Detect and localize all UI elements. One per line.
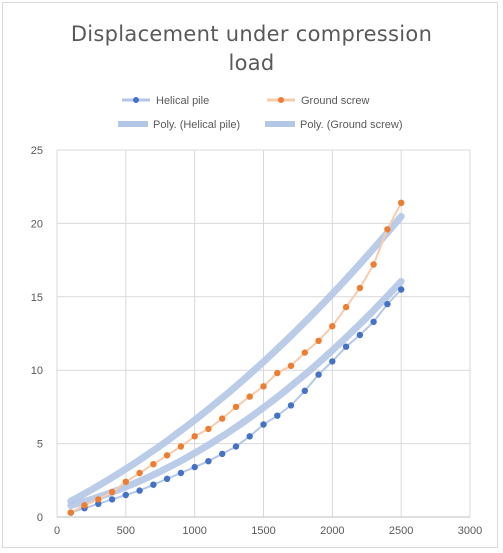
data-point-0-13: [246, 433, 253, 440]
legend-label-helical-pile: Helical pile: [156, 95, 209, 107]
data-point-1-6: [150, 461, 157, 468]
axes: 0 500 1000 1500 2000 2500 3000 0 5 10 15 20 25: [31, 145, 482, 537]
trendlines: [67, 212, 405, 509]
y-tick-label-0: 0: [37, 512, 43, 524]
data-point-0-14: [260, 421, 267, 428]
data-point-0-20: [342, 343, 350, 350]
data-point-1-10: [205, 425, 212, 433]
data-point-0-11: [219, 450, 226, 458]
data-point-1-24: [398, 199, 405, 206]
x-tick-label-2500: 2500: [389, 525, 413, 537]
legend-label-poly-helical: Poly. (Helical pile): [153, 119, 240, 131]
data-point-1-13: [246, 393, 253, 400]
data-point-0-6: [150, 481, 157, 488]
data-point-0-21: [356, 331, 364, 339]
data-point-0-15: [274, 412, 281, 419]
x-tick-label-3000: 3000: [458, 525, 482, 537]
data-point-1-17: [301, 349, 308, 356]
legend-item-poly-ground: Poly. (Ground screw): [265, 119, 403, 131]
data-point-0-3: [108, 496, 116, 503]
series-line-1: [70, 202, 403, 514]
data-point-1-0: [67, 509, 75, 516]
chart-title: Displacement under compression load: [0, 20, 503, 78]
x-tick-label-500: 500: [117, 525, 135, 537]
data-point-0-10: [205, 458, 212, 465]
x-tick-label-1000: 1000: [182, 525, 206, 537]
data-point-1-22: [370, 261, 377, 268]
data-point-1-7: [163, 452, 171, 459]
data-point-1-16: [287, 362, 295, 369]
data-point-0-23: [384, 300, 391, 308]
series-line-0: [70, 288, 402, 514]
data-point-0-2: [95, 500, 102, 507]
x-tick-label-2000: 2000: [320, 525, 344, 537]
data-point-1-15: [274, 369, 281, 377]
data-point-0-4: [122, 491, 129, 499]
data-point-0-17: [301, 387, 308, 394]
data-point-0-19: [329, 358, 336, 365]
data-point-1-4: [122, 478, 129, 485]
legend-item-ground-screw: Ground screw: [267, 95, 370, 107]
data-point-1-19: [329, 323, 336, 330]
data-point-1-1: [81, 502, 88, 509]
data-point-0-7: [163, 475, 171, 482]
legend-item-poly-helical: Poly. (Helical pile): [118, 119, 240, 131]
data-point-1-23: [384, 226, 391, 233]
y-tick-label-20: 20: [31, 218, 43, 230]
data-point-1-5: [136, 469, 143, 477]
data-point-1-11: [219, 415, 226, 422]
data-marks: [67, 199, 405, 516]
data-point-1-18: [315, 337, 322, 344]
data-point-0-8: [177, 469, 185, 477]
data-point-0-5: [136, 487, 143, 494]
data-point-1-21: [356, 284, 364, 292]
y-tick-label-15: 15: [31, 292, 43, 304]
data-point-1-9: [191, 433, 198, 440]
data-point-1-3: [108, 488, 116, 496]
data-point-0-12: [232, 443, 240, 450]
legend: Helical pile Ground screw Poly. (Helical…: [118, 95, 403, 131]
x-tick-label-0: 0: [54, 525, 60, 537]
chart-title-line-1: Displacement under compression: [70, 22, 433, 46]
chart-title-line-2: load: [228, 51, 275, 75]
trendline-0: [67, 277, 405, 509]
data-point-1-20: [342, 303, 350, 311]
data-point-1-14: [260, 383, 267, 390]
data-point-0-16: [287, 402, 295, 409]
data-point-0-22: [370, 318, 377, 325]
data-point-1-12: [232, 403, 240, 411]
y-tick-label-10: 10: [31, 365, 43, 377]
data-point-0-18: [315, 371, 322, 378]
data-point-1-8: [177, 443, 185, 450]
grid: [57, 149, 471, 517]
data-point-1-2: [95, 496, 102, 503]
x-tick-label-1500: 1500: [251, 525, 275, 537]
data-point-0-24: [398, 286, 405, 293]
data-point-0-9: [191, 463, 198, 471]
legend-label-ground-screw: Ground screw: [301, 95, 370, 107]
legend-item-helical-pile: Helical pile: [122, 95, 209, 107]
trendline-1: [67, 212, 405, 505]
chart-frame: [2, 2, 498, 548]
y-tick-label-25: 25: [31, 145, 43, 157]
legend-label-poly-ground: Poly. (Ground screw): [300, 119, 403, 131]
y-tick-label-5: 5: [37, 439, 43, 451]
